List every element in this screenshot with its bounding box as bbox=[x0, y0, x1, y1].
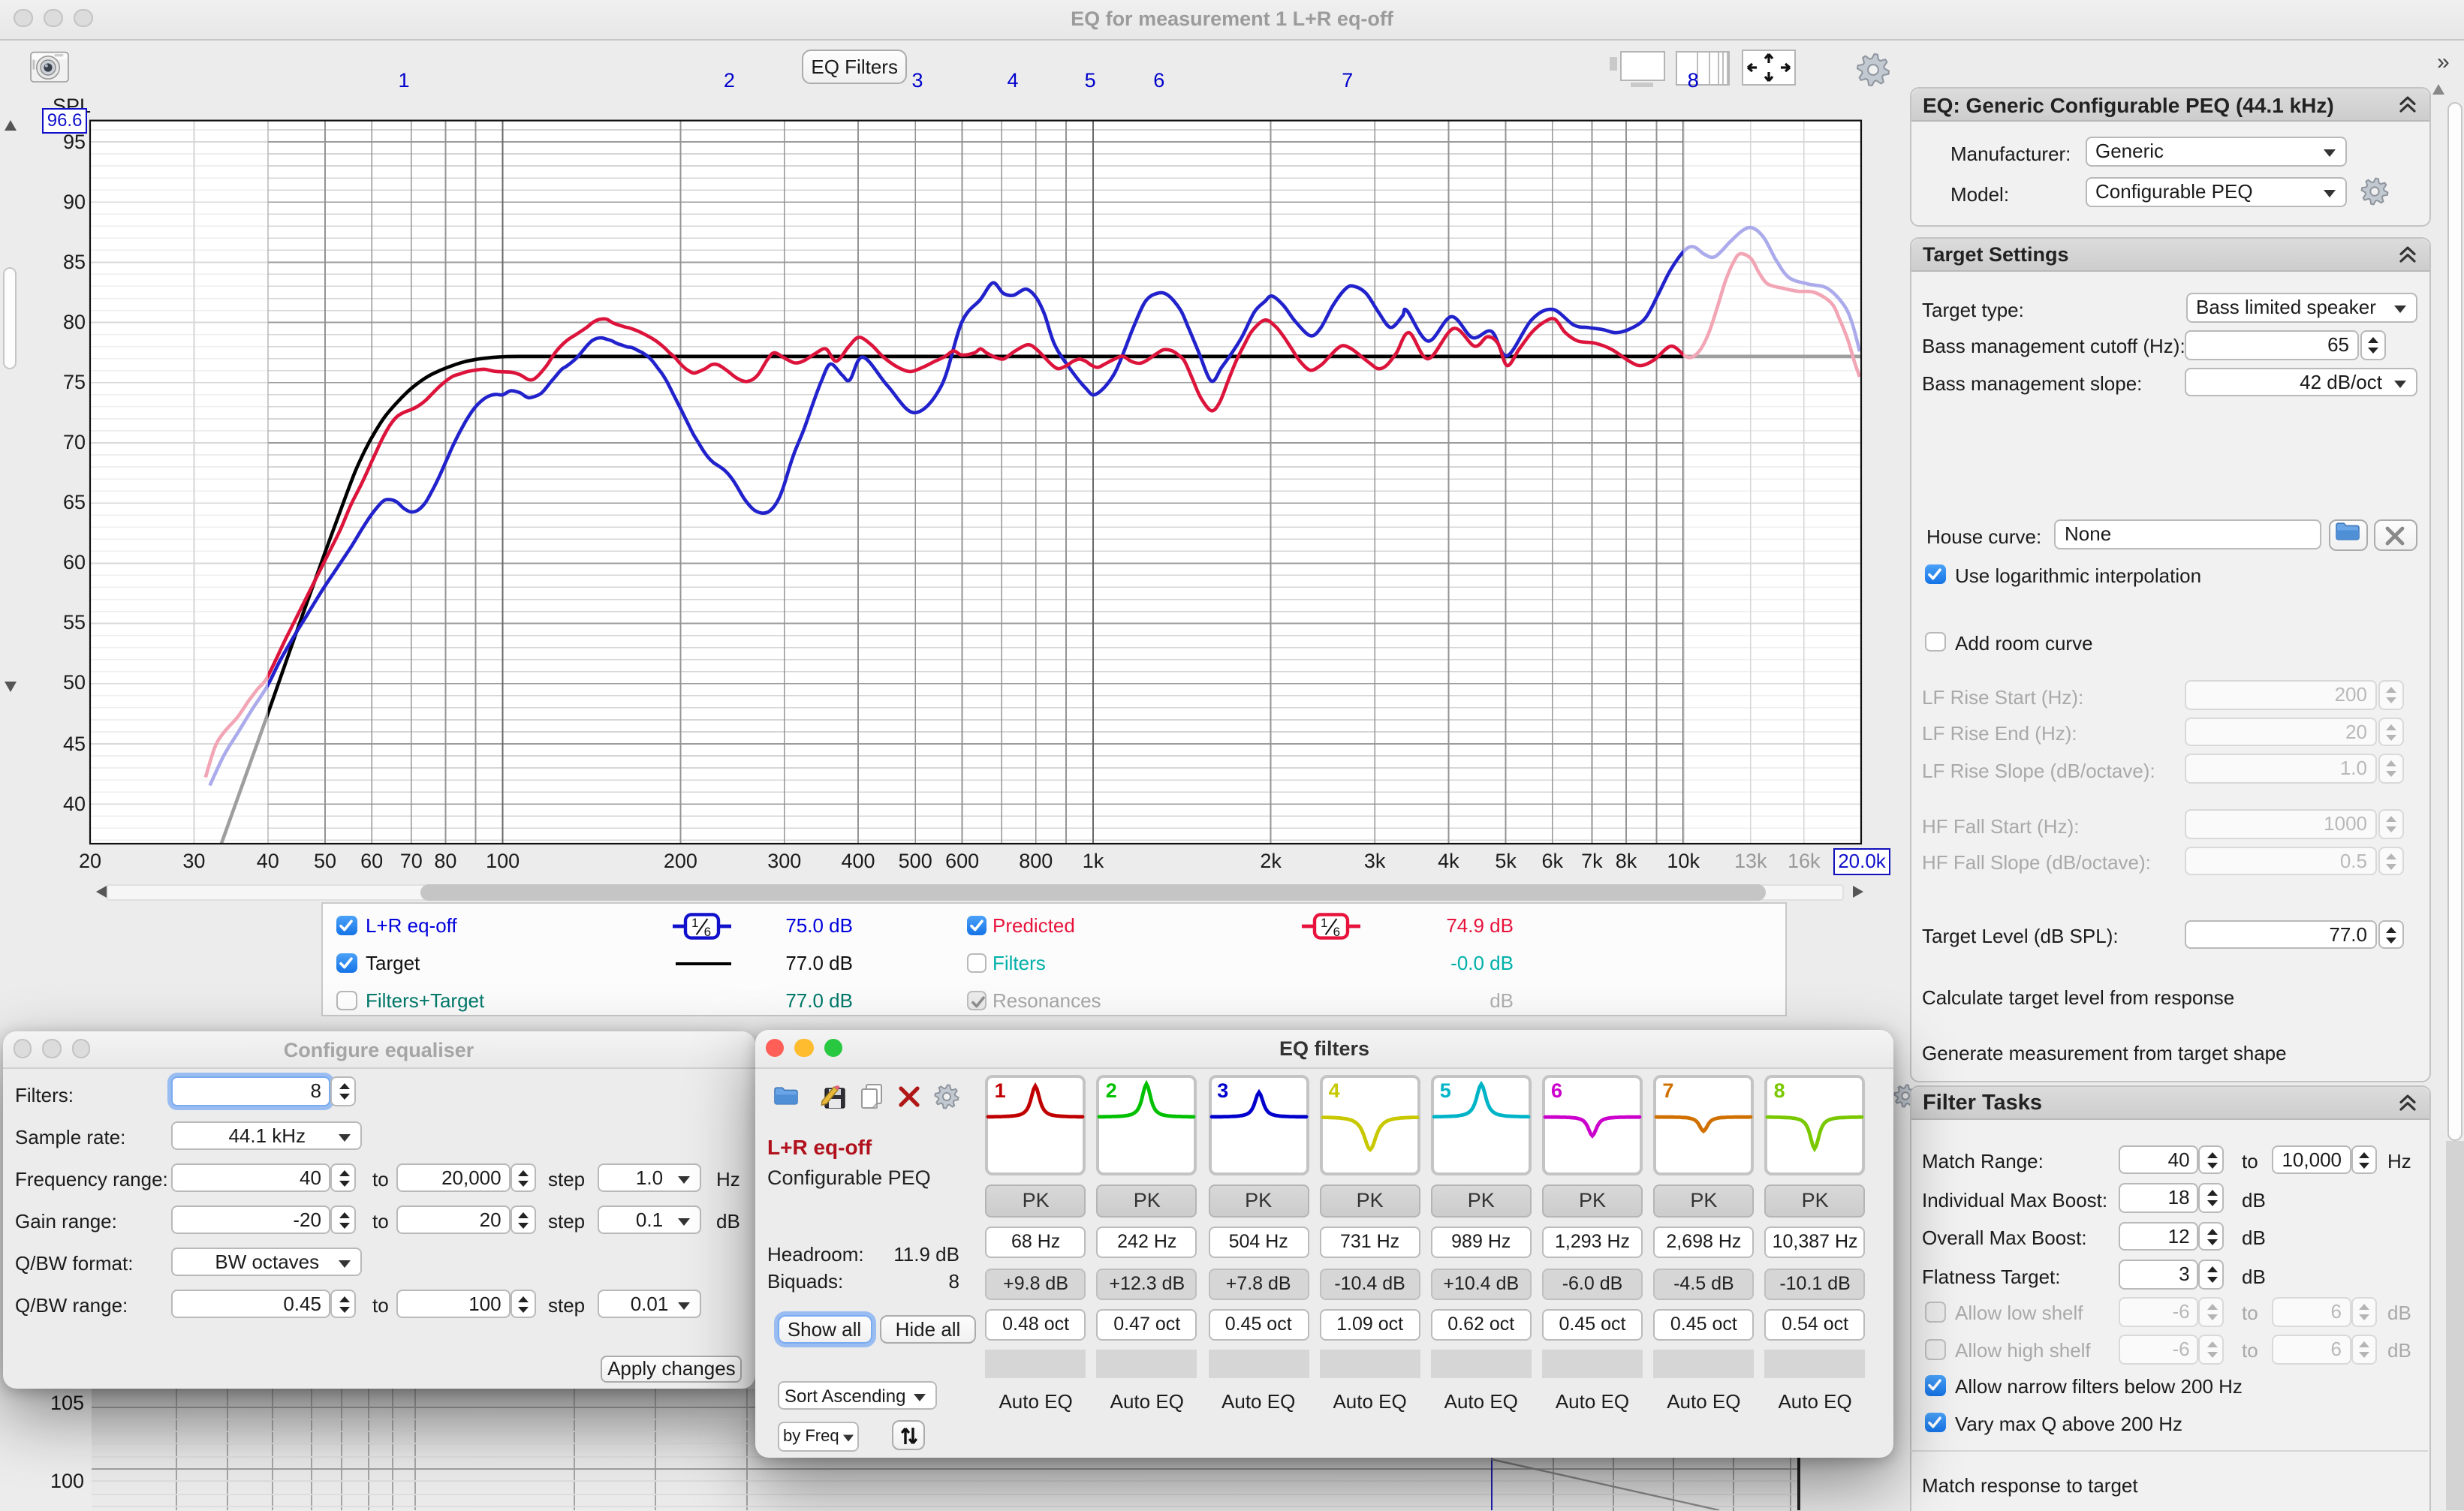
svg-text:1: 1 bbox=[1321, 916, 1327, 930]
svg-text:6: 6 bbox=[1333, 924, 1340, 938]
svg-text:1: 1 bbox=[691, 916, 697, 930]
svg-text:6: 6 bbox=[703, 924, 710, 938]
